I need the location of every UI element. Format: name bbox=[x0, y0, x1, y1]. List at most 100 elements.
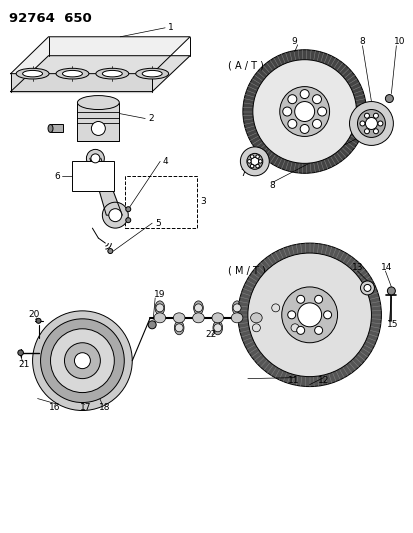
Circle shape bbox=[91, 122, 105, 135]
Circle shape bbox=[242, 50, 366, 173]
Circle shape bbox=[109, 209, 121, 222]
Polygon shape bbox=[11, 56, 190, 92]
Ellipse shape bbox=[62, 70, 82, 77]
Circle shape bbox=[312, 119, 321, 128]
Circle shape bbox=[36, 318, 41, 324]
Circle shape bbox=[349, 102, 392, 146]
Text: 17: 17 bbox=[80, 403, 92, 412]
Ellipse shape bbox=[290, 321, 299, 335]
Circle shape bbox=[33, 311, 132, 410]
Circle shape bbox=[363, 285, 370, 292]
Circle shape bbox=[64, 343, 100, 378]
Circle shape bbox=[312, 95, 321, 104]
Circle shape bbox=[50, 329, 114, 393]
Circle shape bbox=[294, 102, 314, 122]
Circle shape bbox=[175, 324, 183, 332]
Ellipse shape bbox=[193, 301, 203, 315]
Ellipse shape bbox=[173, 313, 185, 323]
Circle shape bbox=[247, 253, 370, 377]
Text: 4: 4 bbox=[162, 157, 167, 166]
Ellipse shape bbox=[174, 321, 183, 335]
Circle shape bbox=[323, 311, 331, 319]
Text: 3: 3 bbox=[199, 197, 205, 206]
Circle shape bbox=[246, 154, 262, 169]
Circle shape bbox=[357, 109, 385, 138]
Circle shape bbox=[250, 157, 258, 165]
Circle shape bbox=[281, 287, 337, 343]
Circle shape bbox=[297, 303, 321, 327]
Circle shape bbox=[18, 350, 24, 356]
Bar bbox=[50, 125, 63, 133]
Text: 22: 22 bbox=[204, 330, 216, 340]
Ellipse shape bbox=[269, 313, 281, 323]
Circle shape bbox=[148, 321, 156, 329]
Circle shape bbox=[250, 155, 253, 158]
Circle shape bbox=[194, 304, 202, 312]
Text: 2: 2 bbox=[148, 114, 154, 123]
Text: 6: 6 bbox=[55, 172, 60, 181]
Text: 21: 21 bbox=[19, 360, 30, 369]
Circle shape bbox=[296, 295, 304, 303]
Circle shape bbox=[377, 121, 382, 126]
Circle shape bbox=[258, 159, 261, 163]
Text: 1: 1 bbox=[168, 23, 173, 33]
Circle shape bbox=[233, 304, 240, 312]
Text: 15: 15 bbox=[387, 320, 398, 329]
Ellipse shape bbox=[102, 70, 122, 77]
Circle shape bbox=[213, 324, 221, 332]
Circle shape bbox=[373, 113, 377, 118]
Text: 14: 14 bbox=[380, 263, 392, 272]
Circle shape bbox=[287, 119, 296, 128]
Circle shape bbox=[252, 324, 260, 332]
Circle shape bbox=[287, 95, 296, 104]
Polygon shape bbox=[11, 74, 152, 92]
Circle shape bbox=[126, 207, 131, 212]
Circle shape bbox=[252, 60, 356, 163]
Ellipse shape bbox=[212, 321, 222, 335]
Ellipse shape bbox=[154, 301, 164, 315]
Circle shape bbox=[363, 113, 368, 118]
Circle shape bbox=[365, 117, 377, 130]
Text: 8: 8 bbox=[358, 37, 364, 46]
Ellipse shape bbox=[211, 313, 223, 323]
Circle shape bbox=[271, 304, 279, 312]
Circle shape bbox=[91, 154, 100, 163]
Circle shape bbox=[247, 159, 251, 163]
Text: 11: 11 bbox=[287, 376, 299, 385]
Circle shape bbox=[296, 326, 304, 334]
Ellipse shape bbox=[192, 313, 204, 323]
Text: 16: 16 bbox=[48, 403, 60, 412]
Circle shape bbox=[387, 287, 394, 295]
Polygon shape bbox=[11, 37, 190, 74]
Ellipse shape bbox=[289, 313, 300, 323]
Circle shape bbox=[299, 90, 309, 99]
Ellipse shape bbox=[251, 321, 261, 335]
Ellipse shape bbox=[231, 313, 242, 323]
Circle shape bbox=[107, 248, 113, 254]
Ellipse shape bbox=[250, 313, 261, 323]
Circle shape bbox=[279, 86, 329, 136]
Ellipse shape bbox=[16, 68, 49, 79]
Circle shape bbox=[40, 319, 124, 402]
Bar bbox=[72, 161, 114, 191]
Text: ( A / T ): ( A / T ) bbox=[228, 61, 263, 71]
Ellipse shape bbox=[96, 68, 128, 79]
Circle shape bbox=[255, 164, 259, 168]
Bar bbox=[77, 102, 119, 141]
Text: 12: 12 bbox=[317, 376, 328, 385]
Ellipse shape bbox=[232, 301, 241, 315]
Circle shape bbox=[363, 129, 368, 134]
Circle shape bbox=[102, 202, 128, 228]
Circle shape bbox=[360, 281, 373, 295]
Text: 13: 13 bbox=[351, 263, 362, 272]
Ellipse shape bbox=[23, 70, 43, 77]
Text: 5: 5 bbox=[155, 219, 161, 228]
Polygon shape bbox=[90, 158, 122, 215]
Ellipse shape bbox=[77, 95, 119, 109]
Text: 20: 20 bbox=[28, 310, 40, 319]
Text: 19: 19 bbox=[154, 290, 165, 300]
Circle shape bbox=[237, 243, 380, 386]
Text: 7: 7 bbox=[239, 169, 245, 178]
Ellipse shape bbox=[270, 301, 280, 315]
Text: 10: 10 bbox=[394, 37, 405, 46]
